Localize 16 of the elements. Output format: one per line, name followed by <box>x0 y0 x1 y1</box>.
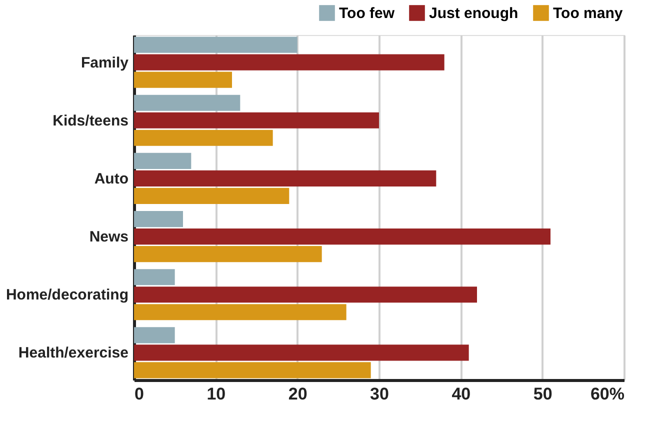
x-tick-label: 0 <box>134 384 144 404</box>
x-tick-label: 40 <box>452 384 471 404</box>
x-tick-label: 20 <box>288 384 308 404</box>
y-tick-label: News <box>89 228 128 246</box>
x-tick-label: 60% <box>590 384 624 404</box>
legend-label: Too many <box>553 5 624 22</box>
y-tick-label: Auto <box>94 170 128 188</box>
x-tick-label: 50 <box>533 384 552 404</box>
x-tick-label: 30 <box>370 384 389 404</box>
y-tick-label: Home/decorating <box>6 286 128 304</box>
y-tick-label: Family <box>80 54 130 72</box>
x-tick-label: 10 <box>206 384 226 404</box>
y-tick-label: Health/exercise <box>18 344 128 362</box>
legend-label: Just enough <box>429 5 518 22</box>
y-tick-label: Kids/teens <box>52 112 128 130</box>
legend-label: Too few <box>339 5 395 22</box>
